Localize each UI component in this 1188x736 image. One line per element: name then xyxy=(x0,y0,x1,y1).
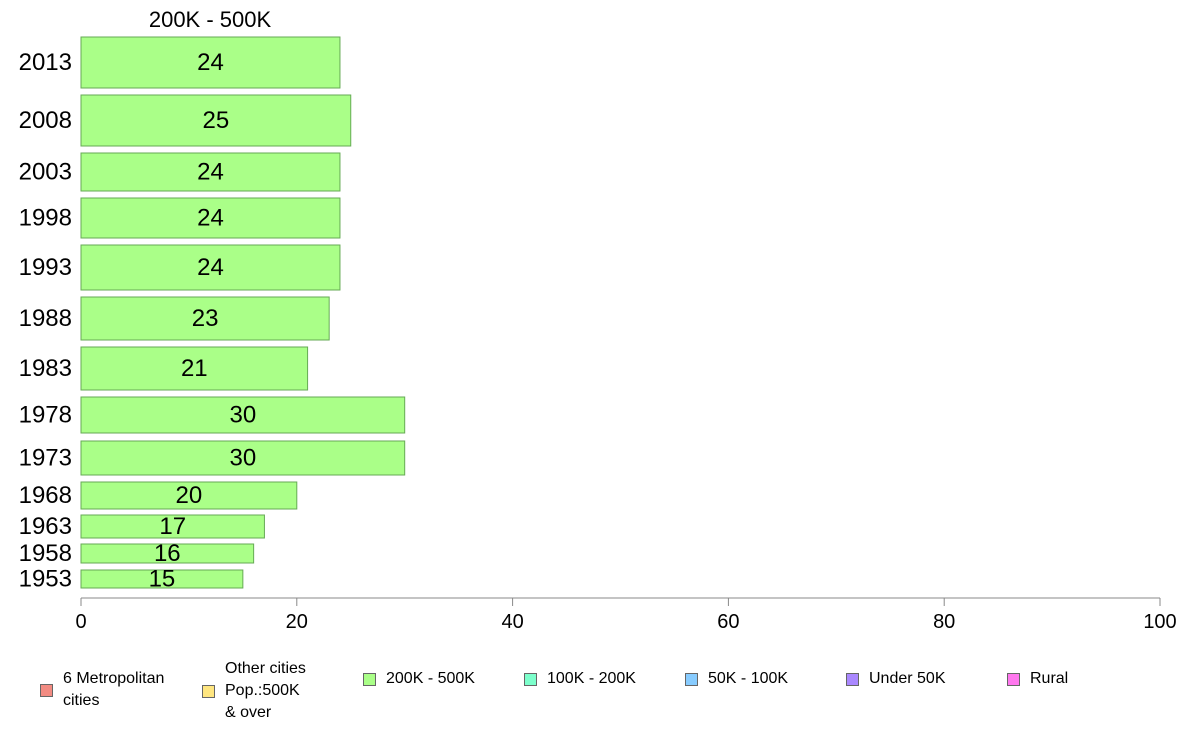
data-label-1993: 24 xyxy=(197,254,224,281)
x-tick-label-20: 20 xyxy=(286,611,308,633)
legend-item: 50K - 100K xyxy=(685,668,788,690)
bar-1958 xyxy=(80,543,255,564)
bar-1998 xyxy=(80,197,341,239)
bar-1978 xyxy=(80,396,406,434)
legend-item: 200K - 500K xyxy=(363,668,475,690)
x-tick-label-80: 80 xyxy=(933,611,955,633)
x-tick-label-0: 0 xyxy=(75,611,86,633)
legend-item: Under 50K xyxy=(846,668,946,690)
legend-item: Rural xyxy=(1007,668,1068,690)
data-label-1958: 16 xyxy=(154,540,181,567)
y-tick-label-1973: 1973 xyxy=(19,445,72,472)
data-label-1988: 23 xyxy=(192,305,219,332)
y-tick-label-1998: 1998 xyxy=(19,205,72,232)
data-label-1953: 15 xyxy=(149,566,176,593)
y-tick-label-1968: 1968 xyxy=(19,482,72,509)
legend-label: Rural xyxy=(1030,670,1069,687)
x-tick-label-40: 40 xyxy=(501,611,523,633)
bars-layer: 24 2013 25 2008 24 2003 24 1998 24 1993 23 1988 21 19… xyxy=(19,36,406,593)
y-tick-label-2003: 2003 xyxy=(19,159,72,186)
legend-swatch xyxy=(685,672,698,686)
bar-1983 xyxy=(80,346,309,391)
data-label-1983: 21 xyxy=(181,355,208,382)
legend-label: Other cities Pop.:500K & over xyxy=(225,660,306,721)
data-label-1963: 17 xyxy=(159,513,186,540)
y-tick-label-1953: 1953 xyxy=(19,566,72,593)
y-tick-label-1978: 1978 xyxy=(19,402,72,429)
legend-swatch xyxy=(524,672,537,686)
x-axis: 0 20 40 60 80 100 xyxy=(75,597,1177,633)
legend-item: 100K - 200K xyxy=(524,668,636,690)
y-tick-label-2008: 2008 xyxy=(19,107,72,134)
y-tick-label-1963: 1963 xyxy=(19,513,72,540)
legend-swatch xyxy=(363,672,376,686)
legend-swatch xyxy=(202,684,215,698)
bar-2003 xyxy=(80,152,341,192)
data-label-2008: 25 xyxy=(203,107,230,134)
data-label-1968: 20 xyxy=(176,482,203,509)
legend-swatch xyxy=(40,683,53,697)
legend-swatch xyxy=(846,672,859,686)
legend-item: Other cities Pop.:500K & over xyxy=(202,658,306,724)
bar-1968 xyxy=(80,481,298,510)
x-tick-label-100: 100 xyxy=(1143,611,1176,633)
x-tick-label-60: 60 xyxy=(717,611,739,633)
bar-1953 xyxy=(80,569,244,589)
bar-1973 xyxy=(80,440,406,476)
legend-label: Under 50K xyxy=(869,670,946,687)
bar-chart: 200K - 500K 24 2013 25 2008 24 2003 24 1998 24 19… xyxy=(19,7,1177,633)
y-tick-label-1988: 1988 xyxy=(19,305,72,332)
chart-title: 200K - 500K xyxy=(149,7,272,32)
data-label-1998: 24 xyxy=(197,205,224,232)
bar-1963 xyxy=(80,514,265,539)
bar-1988 xyxy=(80,296,330,341)
bar-2008 xyxy=(80,94,352,147)
y-tick-label-1958: 1958 xyxy=(19,540,72,567)
legend-item: 6 Metropolitan cities xyxy=(40,668,164,712)
data-label-1973: 30 xyxy=(229,445,256,472)
data-label-2013: 24 xyxy=(197,49,224,76)
bar-1993 xyxy=(80,244,341,291)
legend-label: 200K - 500K xyxy=(386,670,475,687)
y-tick-label-1983: 1983 xyxy=(19,355,72,382)
legend-label: 50K - 100K xyxy=(708,670,789,687)
bar-2013 xyxy=(80,36,341,89)
data-label-1978: 30 xyxy=(229,402,256,429)
y-tick-label-2013: 2013 xyxy=(19,49,72,76)
legend-label: 6 Metropolitan cities xyxy=(63,670,165,709)
legend-label: 100K - 200K xyxy=(547,670,636,687)
data-label-2003: 24 xyxy=(197,159,224,186)
legend-swatch xyxy=(1007,672,1020,686)
y-tick-label-1993: 1993 xyxy=(19,254,72,281)
